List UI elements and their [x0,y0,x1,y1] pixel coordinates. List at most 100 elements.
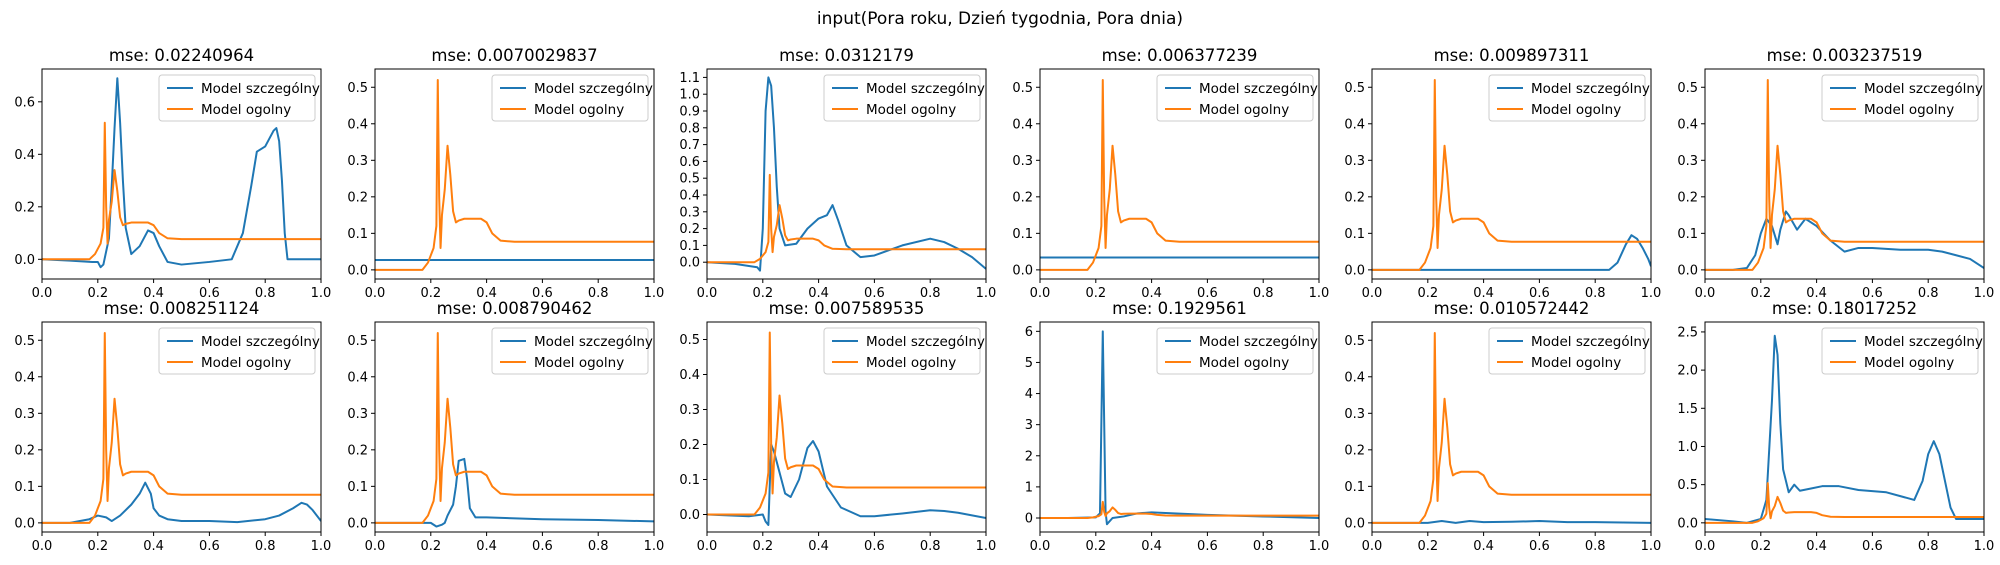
legend: Model szczególny Model ogolny [158,74,320,122]
y-tick-label: 0.0 [1677,263,1698,278]
y-tick-label: 1.0 [679,88,700,103]
subplot-title: mse: 0.009897311 [1434,46,1590,65]
subplot-title: mse: 0.003237519 [1767,46,1923,65]
legend-box [1156,327,1314,375]
y-tick-label: 0.5 [679,172,700,187]
y-tick-label: 0.4 [14,370,35,385]
y-tick-label: 0.4 [679,189,700,204]
axes-frame [1039,68,1320,280]
x-tick-label: 0.8 [588,286,609,301]
y-tick-label: 0.3 [1344,154,1365,169]
legend-box [823,327,981,375]
series-line-specific [1372,520,1651,524]
subplot-title: mse: 0.008790462 [437,299,593,318]
x-tick-label: 1.0 [311,286,332,301]
subplot-1: mse: 0.02240964 0.0 0.2 0.4 0.6 0.8 1.0 0.0 0.2 0… [14,46,331,301]
legend-box [1821,327,1979,375]
axes-frame [1371,68,1652,280]
x-tick-label: 1.0 [976,286,997,301]
x-tick-label: 0.8 [1585,286,1606,301]
y-tick-label: 0.2 [1344,190,1365,205]
x-tick-label: 0.0 [1030,286,1051,301]
legend-box [1821,74,1979,122]
y-tick-label: 0.4 [347,370,368,385]
x-tick-label: 0.4 [808,286,829,301]
series-line-specific [1372,234,1651,271]
legend-label: Model ogolny [201,355,291,371]
y-tick-label: 0.0 [347,516,368,531]
legend-label: Model szczególny [201,81,320,97]
y-tick-label: 0.0 [14,516,35,531]
x-tick-label: 0.2 [1085,286,1106,301]
x-tick-label: 0.8 [255,286,276,301]
legend-label: Model szczególny [866,334,985,350]
series-line-general [375,331,654,524]
x-tick-label: 1.0 [976,539,997,554]
legend: Model szczególny Model ogolny [1488,327,1650,375]
series-line-general [707,173,986,264]
series-line-general [1705,78,1984,271]
y-tick-label: 0.2 [14,200,35,215]
subplot-6: mse: 0.003237519 0.0 0.2 0.4 0.6 0.8 1.0 0.0 0.1… [1677,46,1994,301]
y-tick-label: 0.2 [347,443,368,458]
x-tick-label: 0.2 [752,286,773,301]
subplot-8: mse: 0.008790462 0.0 0.2 0.4 0.6 0.8 1.0 0.0 0.1… [347,299,664,554]
axes-frame [374,68,655,280]
y-tick-label: 1.0 [1677,440,1698,455]
subplot-10: mse: 0.1929561 0.0 0.2 0.4 0.6 0.8 1.0 0 1 2 3 4 5 6 M… [1025,299,1330,554]
x-tick-label: 1.0 [644,286,665,301]
x-tick-label: 0.0 [32,539,53,554]
x-tick-label: 0.0 [365,286,386,301]
x-tick-label: 0.0 [365,539,386,554]
y-tick-label: 0.1 [347,227,368,242]
series-line-general [375,78,654,271]
y-tick-label: 0.4 [1677,117,1698,132]
subplot-7: mse: 0.008251124 0.0 0.2 0.4 0.6 0.8 1.0 0.0 0.1… [14,299,331,554]
x-tick-label: 0.8 [1585,539,1606,554]
y-tick-label: 2.0 [1677,364,1698,379]
x-tick-label: 0.8 [1918,539,1939,554]
y-tick-label: 0.1 [1344,227,1365,242]
x-tick-label: 0.6 [199,286,220,301]
legend: Model szczególny Model ogolny [1156,74,1318,122]
y-tick-label: 0.0 [14,253,35,268]
subplot-title: mse: 0.0070029837 [431,46,597,65]
axes-frame [1371,321,1652,533]
y-tick-label: 0.0 [679,508,700,523]
legend-label: Model szczególny [201,334,320,350]
subplot-11: mse: 0.010572442 0.0 0.2 0.4 0.6 0.8 1.0 0.0 0.1… [1344,299,1661,554]
axes-frame [1039,321,1320,533]
y-tick-label: 0.3 [1677,154,1698,169]
legend: Model szczególny Model ogolny [1156,327,1318,375]
y-tick-label: 5 [1025,356,1033,371]
series-line-general [1040,500,1319,519]
legend-label: Model ogolny [866,102,956,118]
legend-box [158,74,316,122]
subplot-title: mse: 0.18017252 [1772,299,1917,318]
legend-label: Model szczególny [534,81,653,97]
y-tick-label: 0.3 [347,407,368,422]
x-tick-label: 0.2 [1417,286,1438,301]
x-tick-label: 1.0 [644,539,665,554]
x-tick-label: 0.8 [1253,286,1274,301]
y-tick-label: 0.4 [1012,117,1033,132]
x-tick-label: 0.6 [532,286,553,301]
legend-label: Model ogolny [1531,355,1621,371]
x-tick-label: 0.2 [752,539,773,554]
legend-label: Model ogolny [1199,102,1289,118]
y-tick-label: 1.1 [679,71,700,86]
x-tick-label: 0.0 [1362,286,1383,301]
subplot-title: mse: 0.1929561 [1112,299,1247,318]
x-tick-label: 0.4 [1806,539,1827,554]
x-tick-label: 1.0 [1641,286,1662,301]
y-tick-label: 0.9 [679,105,700,120]
series-line-general [1040,78,1319,271]
axes-frame [374,321,655,533]
x-tick-label: 0.6 [532,539,553,554]
x-tick-label: 0.8 [255,539,276,554]
legend-box [1156,74,1314,122]
y-tick-label: 0.5 [1344,334,1365,349]
x-tick-label: 0.0 [1030,539,1051,554]
legend-box [158,327,316,375]
